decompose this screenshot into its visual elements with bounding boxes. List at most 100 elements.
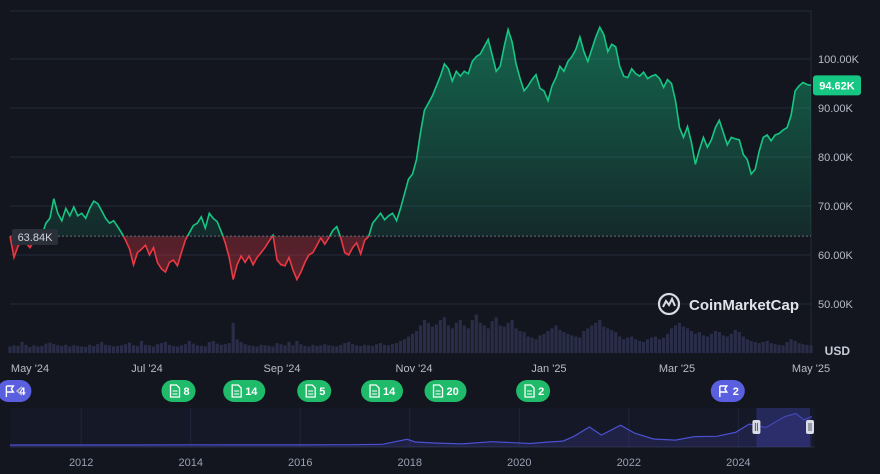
navigator-year-label: 2014	[178, 457, 202, 469]
volume-bar	[729, 333, 733, 354]
volume-bar	[594, 322, 598, 354]
volume-bar	[251, 345, 255, 354]
event-flag-marker[interactable]: 4	[0, 380, 32, 402]
news-doc-marker[interactable]: 14	[361, 380, 403, 402]
volume-bar	[430, 326, 434, 353]
y-tick-label: 80.00K	[818, 152, 854, 164]
marker-count: 14	[383, 386, 396, 398]
volume-bar	[287, 342, 291, 353]
volume-bar	[518, 331, 522, 353]
navigator-selection[interactable]	[756, 408, 810, 447]
volume-bar	[295, 340, 299, 353]
volume-bar	[630, 336, 634, 353]
marker-count: 2	[538, 386, 544, 398]
volume-bar	[809, 345, 813, 353]
volume-bar	[307, 346, 311, 353]
volume-bar	[247, 345, 251, 353]
news-doc-marker[interactable]: 20	[424, 380, 467, 402]
volume-bar	[574, 336, 578, 353]
volume-bar	[402, 339, 407, 354]
volume-bar	[327, 345, 331, 353]
volume-bar	[44, 343, 48, 353]
volume-bar	[128, 342, 132, 353]
volume-bar	[570, 335, 574, 353]
volume-bar	[414, 331, 419, 353]
volume-bar	[534, 339, 538, 354]
volume-bar	[434, 324, 438, 353]
volume-bar	[422, 320, 427, 353]
volume-bar	[466, 328, 470, 354]
volume-bar	[143, 344, 148, 354]
volume-bar	[183, 344, 187, 353]
volume-bar	[315, 345, 319, 354]
volume-bar	[494, 317, 498, 354]
volume-bar	[626, 337, 630, 353]
volume-bar	[163, 342, 167, 353]
volume-bar	[299, 344, 303, 353]
volume-bar	[642, 342, 646, 353]
volume-bar	[634, 339, 638, 354]
volume-bar	[410, 333, 415, 354]
volume-bar	[781, 345, 785, 353]
volume-bar	[311, 344, 315, 354]
volume-bar	[606, 328, 610, 354]
volume-bar	[367, 345, 371, 353]
volume-bar	[100, 342, 104, 353]
volume-bar	[590, 325, 594, 353]
navigator-handle-left[interactable]	[752, 420, 761, 434]
y-tick-label: 100.00K	[818, 54, 860, 66]
news-doc-marker[interactable]: 8	[161, 380, 196, 402]
volume-bar	[558, 329, 562, 353]
volume-bar	[347, 342, 351, 353]
volume-bar	[335, 346, 339, 353]
volume-bar	[139, 340, 144, 353]
navigator-area	[10, 413, 812, 447]
marker-count: 14	[245, 386, 258, 398]
volume-bar	[363, 344, 367, 354]
volume-bar	[490, 321, 494, 353]
area-below-baseline	[10, 236, 369, 280]
news-doc-marker[interactable]: 5	[297, 380, 332, 402]
news-doc-marker[interactable]: 14	[223, 380, 266, 402]
volume-bar	[689, 331, 694, 353]
volume-bar	[371, 345, 375, 354]
volume-bar	[530, 337, 534, 353]
baseline-label: 63.84K	[12, 229, 58, 245]
volume-bar	[749, 340, 753, 353]
volume-bar	[470, 320, 474, 353]
x-tick-label: Sep '24	[264, 363, 301, 375]
volume-bar	[155, 344, 160, 353]
volume-bar	[610, 329, 614, 353]
volume-bar	[510, 320, 514, 353]
range-navigator[interactable]: 2012 2014 2016 2018 2020 2022 2024	[10, 408, 815, 469]
volume-bar	[741, 336, 745, 353]
volume-bar	[474, 314, 478, 353]
volume-bar	[24, 344, 28, 354]
volume-bar	[219, 344, 223, 354]
volume-bar	[20, 342, 24, 353]
volume-bar	[187, 340, 191, 353]
volume-bar	[777, 344, 781, 354]
volume-bar	[267, 345, 271, 354]
volume-bar	[159, 343, 163, 353]
navigator-year-label: 2022	[617, 457, 641, 469]
event-flag-marker[interactable]: 2	[710, 380, 745, 402]
volume-bar	[355, 345, 359, 353]
news-doc-marker[interactable]: 2	[516, 380, 551, 402]
volume-bar	[231, 322, 235, 354]
volume-bar	[554, 325, 558, 353]
x-tick-label: Nov '24	[396, 363, 433, 375]
navigator-handle-right[interactable]	[806, 420, 814, 434]
volume-bar	[387, 345, 391, 353]
scroll-left-icon[interactable]	[15, 386, 23, 396]
volume-bar	[586, 328, 590, 354]
volume-bar	[303, 345, 307, 354]
volume-bar	[737, 332, 741, 353]
volume-bar	[658, 339, 662, 354]
volume-bar	[498, 325, 502, 353]
volume-bar	[506, 322, 510, 354]
navigator-line	[10, 412, 812, 446]
volume-bar	[502, 326, 506, 353]
